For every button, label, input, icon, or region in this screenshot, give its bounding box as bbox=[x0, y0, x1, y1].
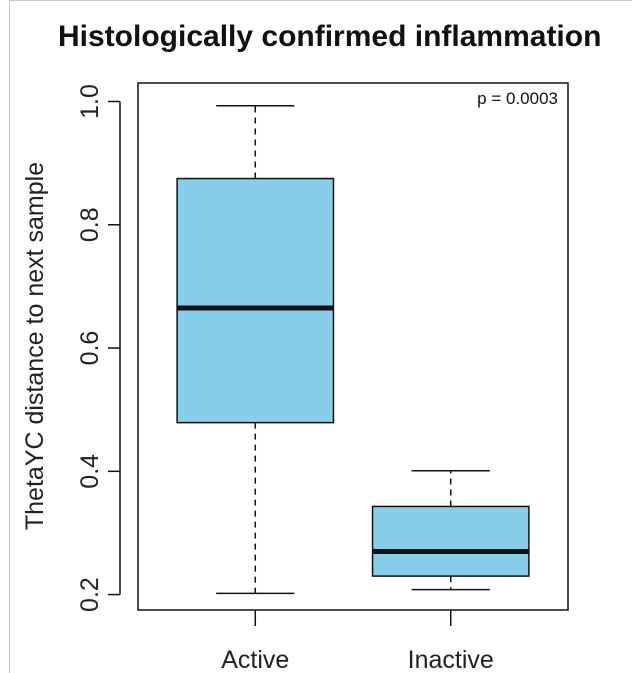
frame-border-top bbox=[9, 0, 632, 1]
iqr-box bbox=[176, 177, 335, 424]
y-axis: 0.2 0.4 0.6 0.8 1.0 bbox=[76, 84, 121, 612]
chart-title: Histologically confirmed inflammation bbox=[58, 20, 601, 53]
y-tick-label: 1.0 bbox=[76, 84, 104, 119]
box-active bbox=[176, 105, 335, 595]
y-tick-label: 0.6 bbox=[76, 331, 104, 366]
x-tick-label: Active bbox=[221, 646, 289, 673]
y-tick-label: 0.4 bbox=[76, 454, 104, 489]
y-tick-label: 0.8 bbox=[76, 207, 104, 242]
y-axis-label: ThetaYC distance to next sample bbox=[21, 162, 49, 530]
box-inactive bbox=[371, 469, 530, 591]
frame-border-left bbox=[9, 0, 10, 673]
plot-area-frame bbox=[137, 82, 569, 611]
x-axis: Active Inactive bbox=[221, 610, 494, 673]
boxes-group bbox=[176, 105, 530, 595]
x-tick-label: Inactive bbox=[408, 646, 494, 673]
y-tick-label: 0.2 bbox=[76, 577, 104, 612]
p-value-annotation: p = 0.0003 bbox=[477, 89, 558, 108]
iqr-box bbox=[371, 505, 530, 577]
